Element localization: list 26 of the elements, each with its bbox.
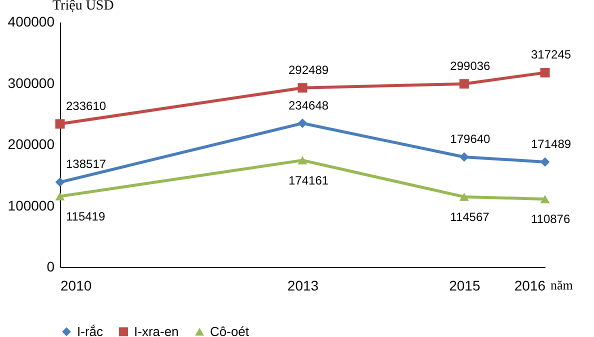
legend-label: I-xra-en <box>134 324 179 337</box>
x-tick-label: 2016 <box>514 278 546 294</box>
x-axis-title: năm <box>550 278 573 292</box>
data-label: 299036 <box>450 58 491 73</box>
data-label: 114567 <box>450 210 490 224</box>
data-label: 115419 <box>66 209 106 224</box>
x-tick-label: 2010 <box>60 278 92 294</box>
y-tick-label: 0 <box>46 258 55 274</box>
data-label: 292489 <box>288 62 329 77</box>
data-label: 138517 <box>66 157 106 172</box>
y-tick-label: 200000 <box>8 136 55 152</box>
data-label: 171489 <box>531 136 572 151</box>
y-tick-label: 400000 <box>8 14 55 30</box>
y-tick-label: 100000 <box>8 197 55 214</box>
data-label: 234648 <box>288 98 329 112</box>
data-label: 179640 <box>450 132 491 146</box>
data-label: 317245 <box>531 48 572 62</box>
data-label: 110876 <box>531 212 570 226</box>
x-tick-label: 2013 <box>287 278 319 294</box>
data-label: 174161 <box>288 173 329 188</box>
x-tick-label: 2015 <box>449 278 480 294</box>
y-axis-title: Triệu USD <box>52 0 114 14</box>
y-tick-label: 300000 <box>8 74 55 91</box>
legend-label: Cô-oét <box>210 324 250 337</box>
data-label: 233610 <box>66 98 106 113</box>
legend-label: I-rắc <box>77 324 104 337</box>
